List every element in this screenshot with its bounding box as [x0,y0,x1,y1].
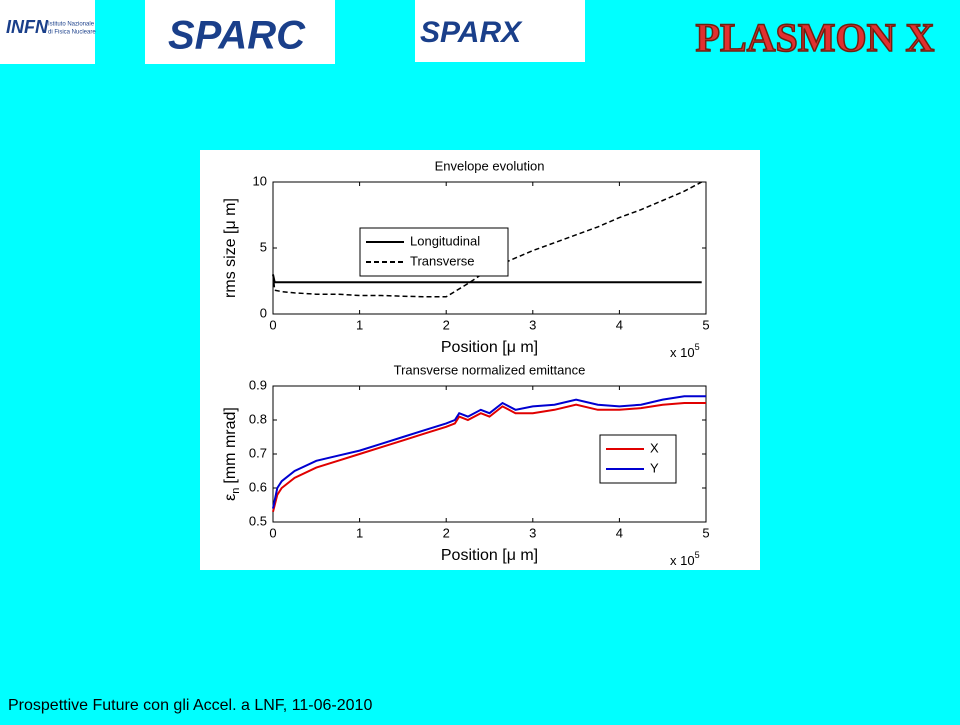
y-tick-label: 0 [260,305,267,320]
plasmonx-logo: PLASMON X [696,15,935,60]
y-tick-label: 0.6 [249,479,267,494]
sparc-logo: SPARC [168,14,306,58]
y-tick-label: 5 [260,239,267,254]
x-tick-label: 5 [702,317,709,332]
multiplier-exponent: 5 [695,342,700,352]
x-tick-label: 0 [269,525,276,540]
y-tick-label: 10 [253,173,267,188]
x-tick-label: 4 [616,525,623,540]
series-line [272,274,702,284]
legend-box [599,434,677,484]
x-axis-label: Position [μ m] [441,339,538,356]
x-tick-label: 2 [443,525,450,540]
multiplier-base: x 10 [670,553,695,568]
legend-label: Longitudinal [410,233,480,248]
x-tick-label: 4 [616,317,623,332]
x-tick-label: 3 [529,525,536,540]
y-tick-label: 0.9 [249,377,267,392]
infn-logo-box [0,0,95,64]
series-line [272,395,706,509]
x-tick-label: 5 [702,525,709,540]
x-tick-label: 0 [269,317,276,332]
y-label-symbol: ε [222,494,239,501]
multiplier-base: x 10 [670,345,695,360]
series-line [272,402,706,513]
x-tick-label: 1 [356,317,363,332]
legend-box [359,227,509,277]
x-axis-label: Position [μ m] [441,547,538,564]
x-tick-label: 2 [443,317,450,332]
footer: Prospettive Future con gli Accel. a LNF,… [8,697,372,714]
y-axis-label: rms size [μ m] [222,198,239,298]
y-axis-label: εn [mm mrad] [222,407,242,501]
sparx-logo-box [415,0,585,62]
legend-label: Y [650,460,659,475]
x-multiplier: x 105 [670,550,700,568]
x-tick-label: 1 [356,525,363,540]
y-label-unit: [mm mrad] [222,407,239,483]
chart-title: Transverse normalized emittance [394,362,586,377]
legend-label: Transverse [410,253,475,268]
legend-label: X [650,440,659,455]
infn-logo: INFN [6,17,49,37]
x-multiplier: x 105 [670,342,700,360]
sparx-logo: SPARX [420,16,523,49]
multiplier-exponent: 5 [695,550,700,560]
y-tick-label: 0.7 [249,445,267,460]
chart-title: Envelope evolution [435,158,545,173]
x-tick-label: 3 [529,317,536,332]
sparc-logo-box [145,0,335,64]
series-line [272,181,703,298]
y-label-sub: n [230,488,242,494]
y-tick-label: 0.5 [249,513,267,528]
infn-line: di Fisica Nucleare [48,30,96,36]
y-tick-label: 0.8 [249,411,267,426]
infn-line: Istituto Nazionale [48,22,95,28]
